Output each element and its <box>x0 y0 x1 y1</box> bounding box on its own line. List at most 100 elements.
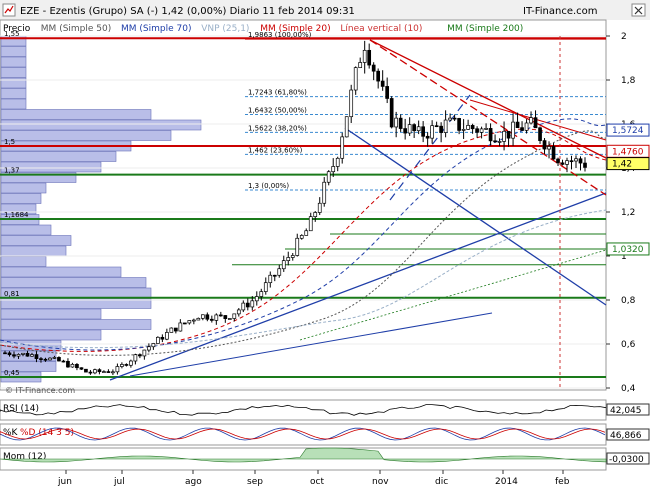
price-candle <box>578 158 583 164</box>
price-candle <box>398 117 403 129</box>
price-tags: 1,5724 1,4760 1,42 1,0320 <box>606 123 650 256</box>
trend-line <box>299 249 607 341</box>
legend-item-1: MM (Simple 50) <box>41 24 111 34</box>
price-candle <box>263 282 268 292</box>
price-candle <box>565 160 569 165</box>
price-candle <box>218 314 223 317</box>
price-candle <box>30 354 34 357</box>
volume-profile-bar <box>0 256 47 267</box>
volume-profile-bar <box>0 109 152 120</box>
price-candle <box>583 162 587 168</box>
price-candle <box>34 354 39 359</box>
price-candle <box>214 314 219 321</box>
price-candle <box>39 358 43 360</box>
price-candle <box>466 125 470 130</box>
price-candle <box>160 336 165 340</box>
price-candle <box>268 274 273 284</box>
toolbar <box>0 0 650 20</box>
mom-tag: -0,0300 <box>609 455 644 465</box>
x-tick-label: sep <box>247 477 263 487</box>
price-candle <box>448 117 452 121</box>
price-candle <box>236 309 241 315</box>
volume-profile-bar <box>0 119 202 131</box>
toolbar-icon-left[interactable] <box>2 3 16 17</box>
price-candle <box>407 124 412 134</box>
price-candle <box>93 369 97 374</box>
y-tick-label: 0,6 <box>621 340 636 350</box>
price-tag-box <box>606 242 650 256</box>
x-axis: jun jul ago sep oct nov dic 2014 feb <box>57 470 570 487</box>
price-candle <box>569 160 574 163</box>
close-icon[interactable] <box>631 3 646 17</box>
price-candle <box>371 64 376 72</box>
price-candle <box>169 327 174 333</box>
rsi-path <box>0 404 607 416</box>
volume-profile-bar <box>0 172 77 183</box>
trend-line <box>109 192 607 381</box>
price-tag-box <box>606 123 650 137</box>
price-tag-label: 1,42 <box>612 160 632 170</box>
price-candle <box>502 130 506 142</box>
volume-profile-bar <box>0 329 102 341</box>
volume-profile-bar <box>0 161 102 173</box>
price-candle <box>295 237 300 256</box>
price-candle <box>461 128 466 131</box>
price-candle <box>313 212 318 218</box>
moving-average-line <box>0 130 607 356</box>
price-tag-label: 1,4760 <box>612 147 644 157</box>
price-candle <box>209 318 214 321</box>
price-candle <box>511 121 515 139</box>
volume-profile-bar <box>0 98 27 110</box>
price-candle <box>250 300 255 308</box>
volume-profile-bar <box>0 182 47 194</box>
y-tick-label: 1,2 <box>621 208 635 218</box>
mom-label: Mom (12) <box>3 452 46 462</box>
volume-profile-bar <box>0 46 27 57</box>
price-candle <box>232 313 237 319</box>
price-candle <box>533 117 538 129</box>
volume-profile-bar <box>0 319 152 330</box>
stoch-d-path <box>0 428 606 440</box>
fib-label: 1,7243 (61,80%) <box>248 89 307 97</box>
price-candle <box>520 127 524 131</box>
price-candle <box>3 352 7 355</box>
price-candle <box>97 369 102 373</box>
price-candle <box>353 67 358 91</box>
price-candle <box>70 364 75 368</box>
volume-profile-bar <box>0 235 72 246</box>
price-candle <box>434 125 439 128</box>
price-candle <box>326 171 331 183</box>
level-label: 1,1684 <box>4 211 29 219</box>
price-candle <box>304 230 309 236</box>
price-candle <box>358 62 363 68</box>
trend-line <box>469 99 607 141</box>
rsi-tag-box <box>606 403 650 416</box>
y-tick-label: 0,4 <box>621 384 636 394</box>
price-candle <box>457 118 461 131</box>
price-candle <box>120 364 124 367</box>
price-tag-label: 1,5724 <box>612 126 644 136</box>
price-candle <box>7 352 12 356</box>
price-candle <box>574 158 578 162</box>
price-candle <box>538 127 542 141</box>
price-candle <box>133 354 138 362</box>
price-candle <box>111 371 115 374</box>
fib-label: 1,5622 (38,20%) <box>248 124 307 132</box>
volume-profile-bar <box>0 130 172 141</box>
price-candle <box>542 140 547 150</box>
price-candle <box>367 49 372 66</box>
volume-profile-bar <box>0 224 52 236</box>
volume-profile-bar <box>0 266 122 278</box>
level-label: 0,45 <box>4 369 20 377</box>
price-candle <box>340 136 345 159</box>
price-candle <box>12 354 16 357</box>
x-tick-label: feb <box>555 477 570 487</box>
price-candle <box>147 346 151 351</box>
price-series <box>3 40 587 376</box>
price-candle <box>452 117 457 120</box>
legend-item-3: VNP (25,1) <box>201 24 249 34</box>
legend-item-6: MM (Simple 200) <box>447 24 523 34</box>
price-candle <box>281 260 286 270</box>
moving-average-line <box>0 128 607 352</box>
